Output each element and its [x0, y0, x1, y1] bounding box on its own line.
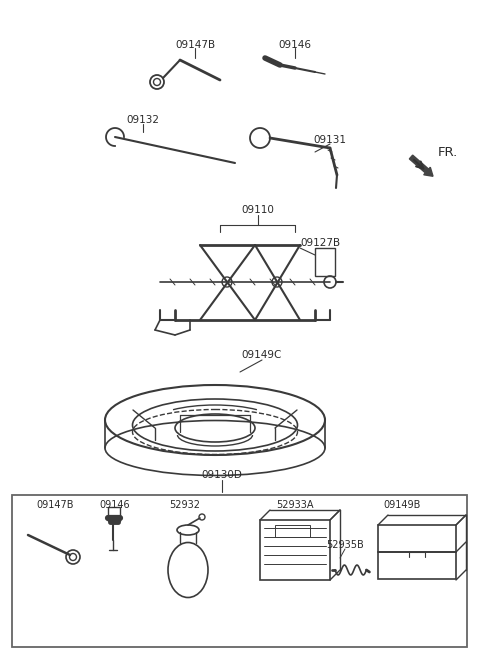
Bar [315, 248, 335, 276]
Text: FR.: FR. [438, 147, 458, 160]
Text: 09149C: 09149C [242, 350, 282, 360]
Bar [378, 525, 456, 552]
Text: 09127B: 09127B [300, 238, 340, 248]
Text: 09146: 09146 [100, 500, 130, 510]
Text: 09131: 09131 [313, 135, 347, 145]
FancyArrow shape [409, 155, 433, 176]
Text: 52933A: 52933A [276, 500, 314, 510]
Text: 09146: 09146 [278, 40, 312, 50]
Text: 09130D: 09130D [202, 470, 242, 480]
Text: 09149B: 09149B [384, 500, 420, 510]
Text: 52935B: 52935B [326, 540, 364, 550]
Text: 09110: 09110 [241, 205, 275, 215]
Text: 09147B: 09147B [175, 40, 215, 50]
Bar [108, 507, 120, 521]
Bar [275, 525, 310, 537]
Bar [260, 520, 330, 580]
Text: 52932: 52932 [169, 500, 201, 510]
Text: 09132: 09132 [127, 115, 159, 125]
Text: 09147B: 09147B [36, 500, 74, 510]
Bar [378, 552, 456, 579]
Bar [12, 495, 467, 647]
